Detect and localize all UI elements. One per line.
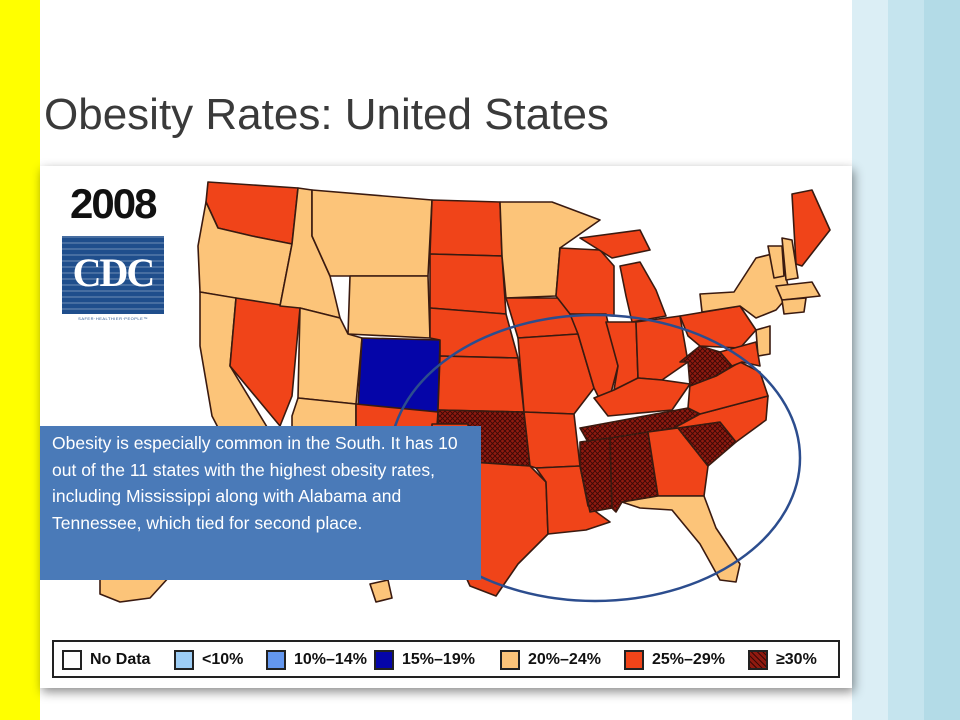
state-arkansas <box>523 411 581 469</box>
state-colorado <box>357 337 441 413</box>
state-new-hampshire <box>781 237 799 281</box>
state-montana <box>311 189 433 277</box>
legend-item-10-14: 10%–14% <box>266 649 367 671</box>
legend-item-25-29: 25%–29% <box>624 649 725 671</box>
state-michigan <box>619 261 667 323</box>
legend-label: 25%–29% <box>652 651 725 668</box>
cdc-logo: CDC <box>62 236 164 314</box>
state-pennsylvania <box>679 305 757 349</box>
legend-label: <10% <box>202 651 244 668</box>
legend-swatch <box>62 650 82 670</box>
state-massachusetts <box>775 281 821 301</box>
legend-label: ≥30% <box>776 651 817 668</box>
state-wisconsin <box>555 247 615 317</box>
yellow-accent-bar <box>0 0 40 720</box>
state-vermont <box>767 245 785 279</box>
decorative-band <box>888 0 924 720</box>
state-connecticut <box>781 297 807 315</box>
state-ohio <box>635 315 689 381</box>
cdc-logo-tagline: SAFER·HEALTHIER·PEOPLE™ <box>78 316 148 321</box>
state-maine <box>791 189 831 267</box>
callout-textbox: Obesity is especially common in the Sout… <box>40 426 481 580</box>
legend-item-20-24: 20%–24% <box>500 649 601 671</box>
state-hawaii <box>369 579 393 603</box>
state-south-dakota <box>429 253 507 315</box>
decorative-band <box>924 0 960 720</box>
legend-item-gte30: ≥30% <box>748 649 817 671</box>
state-michigan-upper <box>579 229 651 259</box>
state-north-dakota <box>429 199 503 257</box>
legend-swatch <box>374 650 394 670</box>
legend-item-no-data: No Data <box>62 649 150 671</box>
decorative-band <box>852 0 888 720</box>
state-nebraska <box>429 307 519 359</box>
legend-item-15-19: 15%–19% <box>374 649 475 671</box>
legend-label: 20%–24% <box>528 651 601 668</box>
legend-item-lt10: <10% <box>174 649 243 671</box>
legend-swatch <box>500 650 520 670</box>
map-year: 2008 <box>70 180 157 227</box>
legend-swatch <box>748 650 768 670</box>
legend-swatch <box>174 650 194 670</box>
legend-label: No Data <box>90 651 151 668</box>
legend-label: 10%–14% <box>294 651 367 668</box>
legend-swatch <box>624 650 644 670</box>
state-florida <box>621 495 741 583</box>
legend-label: 15%–19% <box>402 651 475 668</box>
state-wyoming <box>347 275 431 339</box>
state-kansas <box>437 355 525 413</box>
slide-title: Obesity Rates: United States <box>44 90 609 139</box>
map-legend: No Data <10% 10%–14% 15%–19% 20%–24% 25%… <box>52 640 840 678</box>
legend-swatch <box>266 650 286 670</box>
